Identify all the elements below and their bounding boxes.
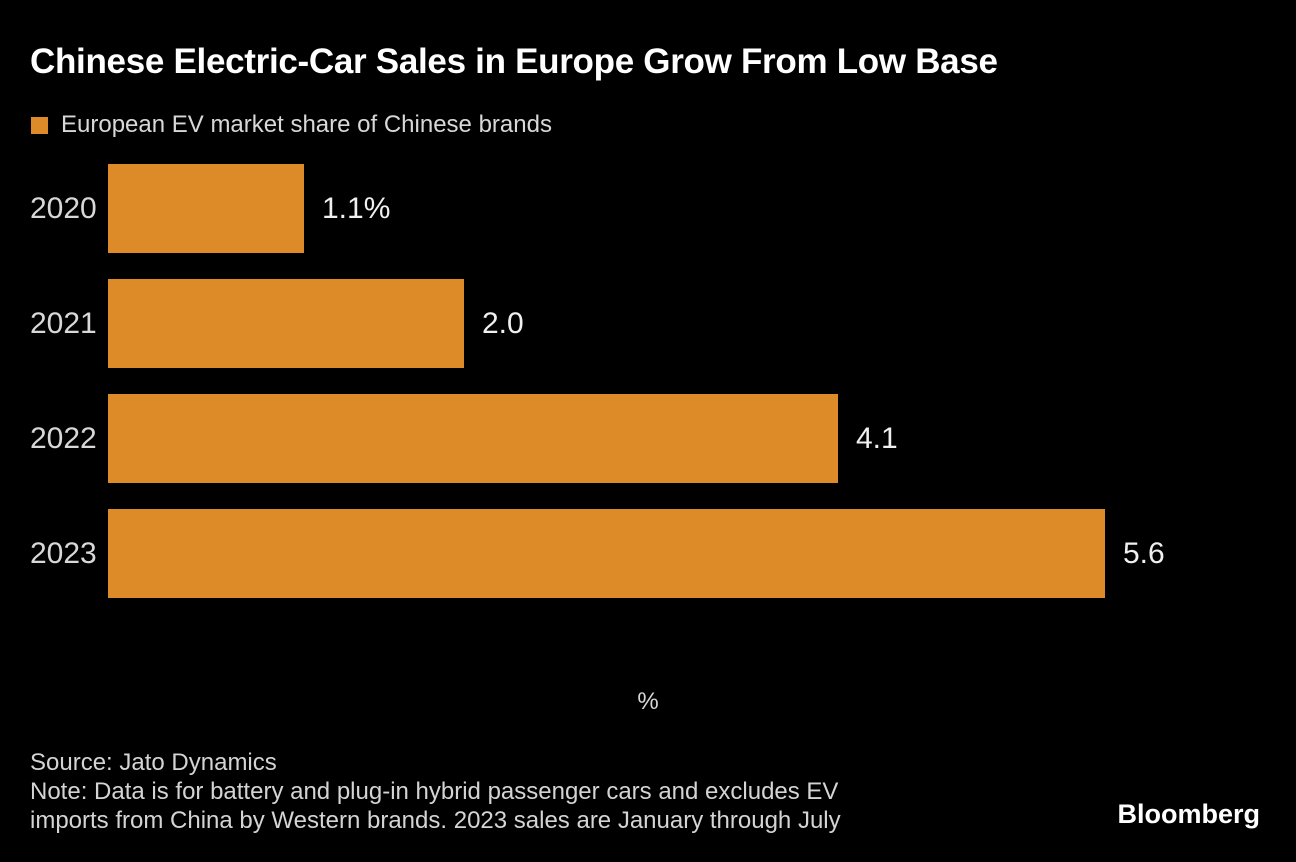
category-label-2023: 2023 xyxy=(30,536,97,570)
bar-row-2020: 2020 1.1% xyxy=(0,164,1296,253)
bar-2022 xyxy=(108,394,838,483)
bar-row-2023: 2023 5.6 xyxy=(0,509,1296,598)
value-label-2023: 5.6 xyxy=(1123,536,1165,570)
legend-label: European EV market share of Chinese bran… xyxy=(61,111,552,138)
bar-2020 xyxy=(108,164,304,253)
legend: European EV market share of Chinese bran… xyxy=(31,111,552,139)
legend-swatch xyxy=(31,116,48,134)
bar-2021 xyxy=(108,279,464,368)
value-label-2022: 4.1 xyxy=(856,421,898,455)
x-axis-label: % xyxy=(637,688,659,715)
bloomberg-logo: Bloomberg xyxy=(1117,799,1260,829)
bar-row-2021: 2021 2.0 xyxy=(0,279,1296,368)
value-label-2020: 1.1% xyxy=(322,191,391,225)
footer: Source: Jato Dynamics Note: Data is for … xyxy=(30,748,841,835)
category-label-2021: 2021 xyxy=(30,306,97,340)
category-label-2020: 2020 xyxy=(30,191,97,225)
value-label-2021: 2.0 xyxy=(482,306,524,340)
bar-plot: 2020 1.1% 2021 2.0 2022 4.1 2023 5.6 xyxy=(0,164,1296,598)
bar-row-2022: 2022 4.1 xyxy=(0,394,1296,483)
note-line-2: imports from China by Western brands. 20… xyxy=(30,807,841,834)
note-line-1: Note: Data is for battery and plug-in hy… xyxy=(30,778,839,805)
bar-2023 xyxy=(108,509,1105,598)
chart-title: Chinese Electric-Car Sales in Europe Gro… xyxy=(30,42,998,81)
category-label-2022: 2022 xyxy=(30,421,97,455)
source-text: Source: Jato Dynamics xyxy=(30,749,277,776)
